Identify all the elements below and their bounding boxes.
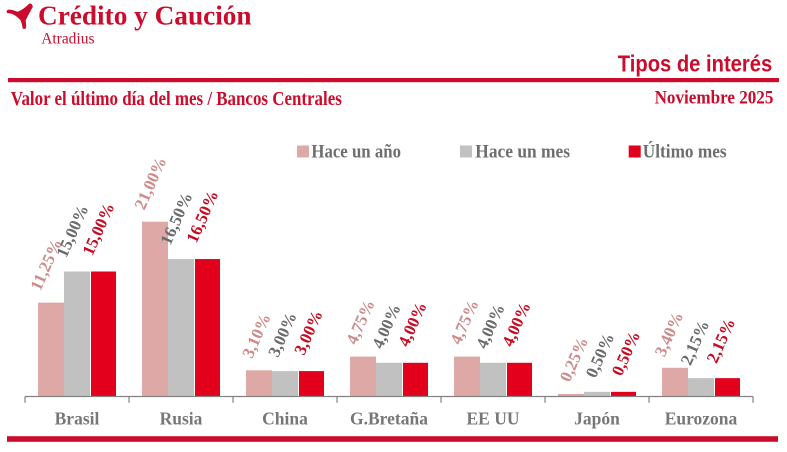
svg-text:Hace un mes: Hace un mes bbox=[475, 141, 570, 162]
svg-text:Atradius: Atradius bbox=[41, 30, 94, 47]
svg-text:Valor el último día del mes /: Valor el último día del mes / Bancos Cen… bbox=[11, 88, 342, 110]
svg-text:Japón: Japón bbox=[574, 409, 620, 429]
svg-text:Hace un año: Hace un año bbox=[311, 141, 401, 162]
svg-text:Brasil: Brasil bbox=[55, 409, 100, 429]
svg-text:G.Bretaña: G.Bretaña bbox=[350, 409, 428, 429]
svg-text:Crédito y Caución: Crédito y Caución bbox=[38, 0, 252, 30]
svg-text:Noviembre 2025: Noviembre 2025 bbox=[655, 87, 774, 108]
svg-text:EE UU: EE UU bbox=[467, 409, 520, 429]
svg-text:China: China bbox=[262, 409, 308, 429]
svg-text:Tipos de interés: Tipos de interés bbox=[618, 50, 772, 76]
svg-text:Rusia: Rusia bbox=[160, 409, 203, 429]
svg-text:Eurozona: Eurozona bbox=[665, 409, 738, 429]
svg-text:Último mes: Último mes bbox=[643, 140, 727, 162]
